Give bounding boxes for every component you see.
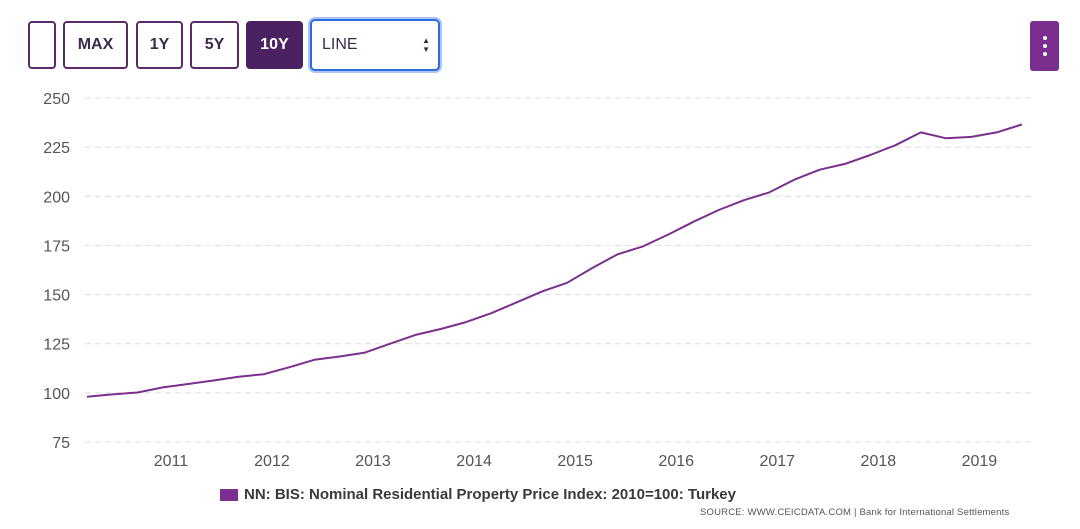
x-tick-label: 2013 bbox=[355, 453, 391, 470]
range-button-max[interactable]: MAX bbox=[63, 21, 128, 69]
kebab-menu-icon[interactable] bbox=[1030, 21, 1059, 71]
chart-type-select[interactable]: LINE ▲ ▼ bbox=[310, 19, 440, 71]
source-note: SOURCE: WWW.CEICDATA.COM | Bank for Inte… bbox=[700, 507, 1010, 518]
series-line bbox=[86, 123, 1023, 398]
x-tick-label: 2018 bbox=[861, 453, 897, 470]
x-tick-label: 2014 bbox=[456, 453, 492, 470]
y-tick-label: 75 bbox=[52, 435, 70, 452]
y-tick-label: 250 bbox=[43, 91, 70, 108]
legend-swatch bbox=[220, 488, 238, 501]
x-tick-label: 2011 bbox=[154, 453, 189, 470]
y-tick-label: 100 bbox=[43, 386, 70, 403]
toolbar: MAX 1Y 5Y 10Y LINE ▲ ▼ bbox=[28, 19, 1068, 71]
range-button-blank[interactable] bbox=[28, 21, 56, 69]
select-arrows-icon: ▲ ▼ bbox=[422, 36, 430, 54]
y-tick-label: 225 bbox=[43, 140, 70, 157]
range-button-5y[interactable]: 5Y bbox=[190, 21, 239, 69]
legend-label: NN: BIS: Nominal Residential Property Pr… bbox=[244, 486, 736, 503]
y-tick-label: 200 bbox=[43, 189, 70, 206]
y-tick-label: 125 bbox=[43, 337, 70, 354]
range-button-1y[interactable]: 1Y bbox=[136, 21, 183, 69]
x-tick-label: 2015 bbox=[557, 453, 593, 470]
y-tick-label: 175 bbox=[43, 238, 70, 255]
x-tick-label: 2019 bbox=[962, 453, 998, 470]
x-tick-label: 2016 bbox=[658, 453, 694, 470]
x-tick-label: 2017 bbox=[759, 453, 795, 470]
x-tick-label: 2012 bbox=[254, 453, 290, 470]
line-chart: 75 100 125 150 175 200 225 250 2011 2012 2013 2014… bbox=[43, 91, 1035, 470]
range-button-10y[interactable]: 10Y bbox=[246, 21, 303, 69]
legend[interactable]: NN: BIS: Nominal Residential Property Pr… bbox=[220, 486, 736, 503]
y-tick-label: 150 bbox=[43, 288, 70, 305]
chart-type-value: LINE bbox=[322, 36, 358, 53]
